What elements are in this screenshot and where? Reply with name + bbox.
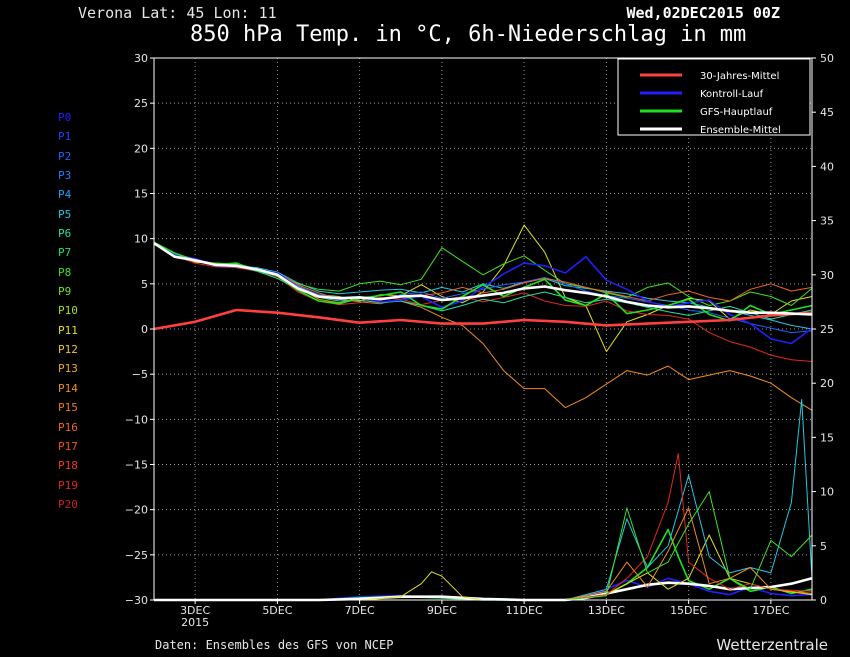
precip-line-p8	[154, 491, 813, 601]
temp-line-30-jahres-mittel	[153, 308, 813, 331]
y-right-tick-label: 25	[820, 323, 834, 336]
y-right-tick-label: 15	[820, 431, 834, 444]
legend: 30-Jahres-Mittel Kontroll-Lauf GFS-Hauptla…	[617, 58, 811, 136]
precip-line-p14	[154, 507, 813, 601]
legend-label: 30-Jahres-Mittel	[700, 71, 779, 82]
legend-label: Kontroll-Lauf	[700, 89, 764, 100]
y-left-tick-label: −10	[125, 413, 148, 426]
brand-label: Wetterzentrale	[716, 636, 828, 654]
member-label-p16: P16	[58, 420, 78, 434]
member-label-p13: P13	[58, 362, 78, 376]
x-tick-label: 3DEC	[180, 604, 210, 617]
member-label-p9: P9	[58, 285, 72, 299]
legend-label: Ensemble-Mittel	[700, 125, 781, 136]
member-label-p1: P1	[58, 130, 72, 144]
member-label-p17: P17	[58, 439, 78, 453]
x-tick-label: 7DEC	[345, 604, 375, 617]
location-label: Verona Lat: 45 Lon: 11	[78, 4, 277, 22]
member-label-p19: P19	[58, 478, 78, 492]
x-tick-label: 17DEC	[752, 604, 789, 617]
y-left-tick-label: −5	[132, 368, 148, 381]
temp-line-ensemble-mittel	[153, 242, 813, 316]
y-right-tick-label: 40	[820, 160, 834, 173]
member-label-p6: P6	[58, 227, 72, 241]
y-axis-left: −30 −25 −20 −15 −10 −5 0 5 10 15 20 25 30	[125, 52, 154, 607]
y-right-tick-label: 10	[820, 486, 834, 499]
y-right-tick-label: 50	[820, 52, 834, 65]
run-date-label: Wed,02DEC2015 00Z	[626, 4, 780, 22]
member-label-p15: P15	[58, 401, 78, 415]
y-left-tick-label: 5	[141, 278, 148, 291]
precip-line-p5	[154, 399, 813, 601]
member-label-p4: P4	[58, 188, 72, 202]
y-right-tick-label: 35	[820, 215, 834, 228]
member-label-p7: P7	[58, 246, 72, 260]
y-right-tick-label: 20	[820, 377, 834, 390]
y-left-tick-label: 30	[134, 52, 148, 65]
x-tick-label: 9DEC	[427, 604, 457, 617]
x-tick-label: 5DEC	[262, 604, 292, 617]
y-left-tick-label: 25	[134, 97, 148, 110]
y-axis-right: 0 5 10 15 20 25 30 35 40 45 50	[812, 52, 834, 607]
ensemble-member-list: P0 P1 P2 P3 P4 P5 P6 P7 P8 P9 P10 P11 P12 P13 P14 P15 P1…	[58, 108, 78, 514]
y-left-tick-label: 0	[141, 323, 148, 336]
series-lines	[153, 224, 813, 411]
y-left-tick-label: −20	[125, 504, 148, 517]
member-label-p14: P14	[58, 381, 78, 395]
member-label-p5: P5	[58, 207, 72, 221]
y-left-tick-label: −30	[125, 594, 148, 607]
temp-line-p5	[153, 241, 813, 330]
temp-line-p6	[153, 241, 813, 320]
grid-lines	[154, 58, 812, 600]
member-label-p8: P8	[58, 265, 72, 279]
member-label-p2: P2	[58, 149, 72, 163]
data-source-label: Daten: Ensembles des GFS von NCEP	[155, 638, 394, 652]
y-left-tick-label: 20	[134, 142, 148, 155]
x-tick-label: 13DEC	[588, 604, 625, 617]
x-tick-label: 15DEC	[670, 604, 707, 617]
member-label-p10: P10	[58, 304, 78, 318]
x-tick-sublabel: 2015	[181, 616, 209, 629]
member-label-p11: P11	[58, 323, 78, 337]
member-label-p20: P20	[58, 497, 78, 511]
member-label-p12: P12	[58, 343, 78, 357]
member-label-p3: P3	[58, 169, 72, 183]
y-right-tick-label: 0	[820, 594, 827, 607]
y-right-tick-label: 30	[820, 269, 834, 282]
member-label-p18: P18	[58, 459, 78, 473]
x-tick-label: 11DEC	[506, 604, 543, 617]
legend-label: GFS-Hauptlauf	[700, 107, 773, 118]
y-right-tick-label: 5	[820, 540, 827, 553]
y-left-tick-label: −15	[125, 459, 148, 472]
chart-title: 850 hPa Temp. in °C, 6h-Niederschlag in …	[190, 22, 747, 47]
y-left-tick-label: 15	[134, 188, 148, 201]
temp-line-p19	[153, 242, 813, 362]
y-right-tick-label: 45	[820, 106, 834, 119]
legend-box	[617, 58, 811, 136]
y-left-tick-label: −25	[125, 549, 148, 562]
y-left-tick-label: 10	[134, 233, 148, 246]
member-label-p0: P0	[58, 111, 72, 124]
